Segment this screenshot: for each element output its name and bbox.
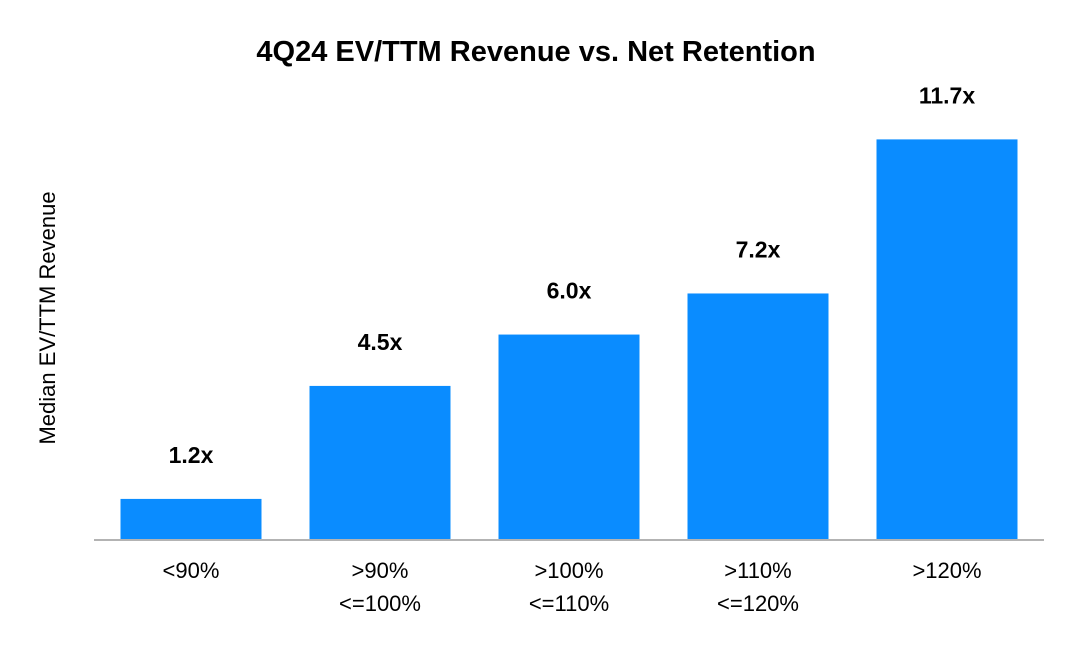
bar-1 — [120, 498, 262, 540]
x-tick-label-4-line-2: <=120% — [717, 591, 799, 616]
chart-title: 4Q24 EV/TTM Revenue vs. Net Retention — [256, 36, 815, 68]
x-tick-label-3-line-2: <=110% — [529, 591, 609, 616]
x-tick-label-2-line-2: <=100% — [339, 591, 421, 616]
bar-value-label-1: 1.2x — [169, 442, 214, 468]
bar-value-label-4: 7.2x — [736, 236, 781, 262]
y-axis-label: Median EV/TTM Revenue — [35, 191, 60, 444]
x-tick-label-1-line-1: <90% — [163, 558, 220, 583]
bar-5 — [876, 139, 1018, 540]
x-tick-label-4-line-1: >110% — [724, 558, 791, 583]
bar-4 — [687, 293, 829, 540]
bar-value-label-2: 4.5x — [358, 329, 403, 355]
x-tick-label-5-line-1: >120% — [912, 558, 981, 583]
x-tick-label-2-line-1: >90% — [352, 558, 409, 583]
tick-labels-layer: <90% >90% <=100% >100% <=110% >110% <=120% >120… — [163, 558, 982, 616]
x-tick-label-3-line-1: >100% — [534, 558, 603, 583]
bar-3 — [498, 334, 640, 540]
bars-layer — [120, 139, 1018, 540]
bar-value-label-5: 11.7x — [919, 82, 975, 108]
bar-labels-layer: 1.2x 4.5x 6.0x 7.2x 11.7x — [169, 82, 976, 468]
bar-2 — [309, 385, 451, 540]
bar-value-label-3: 6.0x — [547, 278, 592, 304]
